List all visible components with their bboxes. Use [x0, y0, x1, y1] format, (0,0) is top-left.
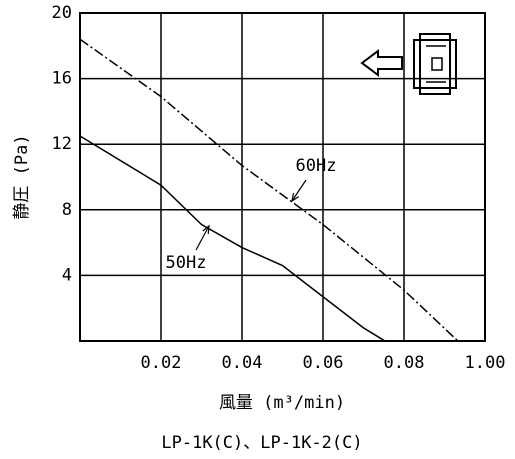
y-tick-label: 16: [52, 69, 72, 89]
label-arrow: [195, 225, 210, 251]
x-tick-label: 0.08: [384, 353, 425, 373]
airflow-icon: [360, 33, 457, 95]
x-axis-label: 風量 (m³/min): [219, 393, 345, 413]
label-arrow: [291, 179, 307, 202]
arrow-head: [202, 224, 210, 235]
y-tick-label: 20: [52, 3, 72, 23]
series-label: 60Hz: [296, 156, 337, 176]
x-tick-label: 0.06: [303, 353, 344, 373]
y-tick-label: 12: [52, 134, 72, 154]
y-tick-label: 8: [62, 200, 72, 220]
x-tick-label: 0.04: [222, 353, 263, 373]
series-line: [79, 38, 459, 342]
series-label: 50Hz: [166, 253, 207, 273]
subtitle: LP-1K(C)、LP-1K-2(C): [161, 433, 362, 453]
arrow-head: [291, 193, 300, 203]
y-axis-label: 静圧 (Pa): [12, 134, 32, 219]
x-tick-label: 1.00: [465, 353, 506, 373]
series-line: [79, 135, 386, 342]
y-tick-label: 4: [62, 265, 72, 285]
x-tick-label: 0.02: [141, 353, 182, 373]
